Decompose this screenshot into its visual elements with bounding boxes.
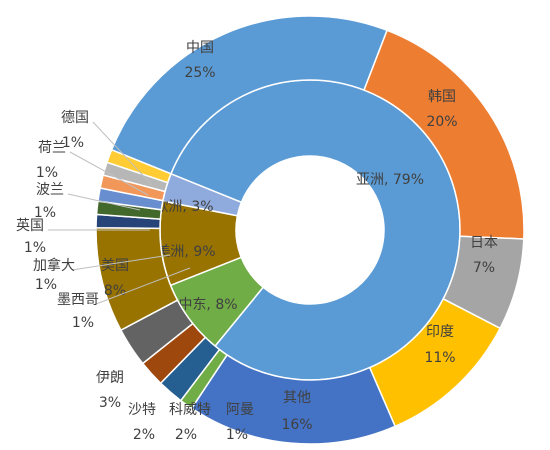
category-label: 加拿大	[33, 257, 75, 274]
leader-line	[71, 254, 171, 271]
leader-line	[69, 151, 149, 196]
data-label: 1%	[35, 277, 57, 293]
category-label: 沙特	[128, 402, 156, 418]
category-label: 日本	[470, 235, 498, 251]
data-label: 1%	[34, 205, 56, 221]
data-label: 16%	[281, 417, 312, 433]
category-label: 美国	[101, 258, 129, 274]
leader-line	[92, 121, 153, 186]
data-label: 中东, 8%	[178, 297, 237, 313]
data-label: 7%	[473, 260, 495, 276]
data-label: 2%	[133, 427, 155, 443]
data-label: 欧洲, 3%	[154, 199, 213, 215]
category-label: 德国	[61, 110, 89, 126]
category-label: 其他	[283, 390, 311, 406]
data-label: 11%	[424, 350, 455, 366]
data-label: 1%	[62, 135, 84, 151]
category-label: 英国	[16, 217, 44, 234]
data-label: 20%	[426, 114, 457, 130]
category-label: 荷兰	[38, 140, 66, 156]
category-label: 阿曼	[226, 402, 254, 418]
outer-segment	[106, 148, 172, 184]
category-label: 印度	[426, 324, 454, 340]
data-label: 1%	[36, 165, 58, 181]
data-label: 25%	[184, 65, 215, 81]
data-label: 2%	[175, 427, 197, 443]
leader-line	[95, 267, 191, 305]
category-label: 韩国	[428, 89, 456, 105]
category-label: 科威特	[169, 402, 211, 418]
category-label: 墨西哥	[57, 292, 99, 308]
outer-segment	[110, 15, 389, 175]
category-label: 伊朗	[96, 370, 124, 386]
data-label: 1%	[226, 427, 248, 443]
category-label: 波兰	[36, 182, 64, 198]
data-label: 美洲, 9%	[156, 244, 215, 260]
data-label: 亚洲, 79%	[356, 172, 424, 188]
data-label: 1%	[24, 240, 46, 256]
data-label: 1%	[72, 315, 94, 331]
leader-line	[67, 193, 141, 211]
category-label: 中国	[186, 40, 214, 56]
data-label: 3%	[99, 395, 121, 411]
